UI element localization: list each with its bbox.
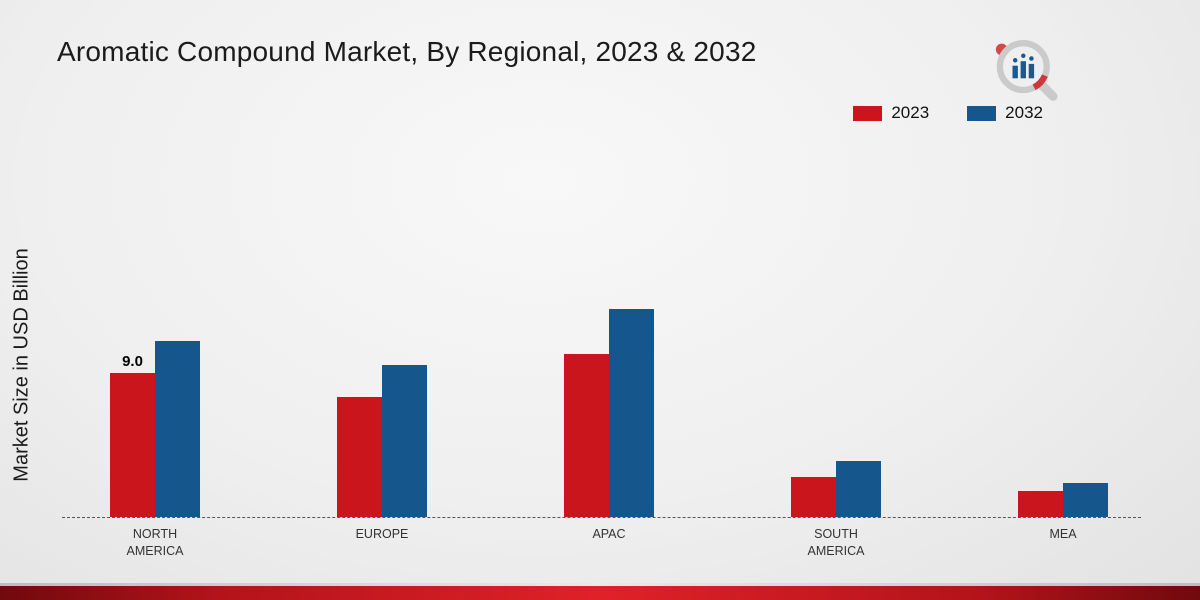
bar-group-north-america: 9.0 NORTH AMERICA: [110, 97, 200, 558]
bar-2023-north-america: 9.0: [110, 353, 155, 517]
bar-2023-europe: [337, 397, 382, 517]
brand-logo-magnifier-chart-icon: [995, 40, 1058, 101]
logo-magnifier-ring: [996, 40, 1050, 94]
footer-red-bar: [0, 586, 1200, 600]
bar-pair: 9.0: [110, 341, 200, 517]
legend-label: 2032: [1005, 103, 1043, 122]
legend-item-2023: 2023: [853, 103, 929, 123]
legend: 2023 2032: [853, 103, 1043, 123]
legend-swatch: [853, 105, 883, 121]
logo-magnifier-handle: [1036, 80, 1058, 101]
footer-divider: [0, 583, 1200, 586]
bar-pair: [337, 365, 427, 517]
chart-title: Aromatic Compound Market, By Regional, 2…: [57, 36, 757, 67]
bar-group-mea: MEA: [1018, 97, 1108, 541]
legend-label: 2023: [891, 103, 930, 122]
logo-bar-2: [1020, 61, 1026, 79]
bar-pair: [1018, 483, 1108, 517]
bar-2023-mea: [1018, 491, 1063, 517]
logo-bar-1: [1012, 65, 1018, 79]
legend-swatch: [967, 105, 997, 121]
logo-red-arc: [1032, 74, 1048, 91]
bar-2032-south-america: [836, 461, 881, 517]
bar-2023-south-america: [791, 477, 836, 517]
x-axis-category-label: EUROPE: [355, 527, 409, 541]
logo-bar-3: [1028, 63, 1035, 79]
logo-dot-1: [1012, 58, 1018, 63]
x-axis-category-label: SOUTH AMERICA: [807, 527, 865, 558]
bar-2032-apac: [609, 309, 654, 517]
bar-data-label: 9.0: [122, 353, 143, 370]
y-axis-title: Market Size in USD Billion: [10, 248, 33, 482]
bar-2032-mea: [1063, 483, 1108, 517]
bar-pair: [564, 309, 654, 517]
x-axis-category-label: NORTH AMERICA: [126, 527, 184, 558]
bar-2032-europe: [382, 365, 427, 517]
x-axis-category-label: APAC: [592, 527, 626, 541]
bar-2023-apac: [564, 354, 609, 517]
bar-pair: [791, 461, 881, 517]
logo-dot-2: [1021, 53, 1026, 59]
logo-dot-3: [1029, 56, 1034, 61]
plot-area: 9.0 NORTH AMERICA EUROPE APAC SOUTH AMERICA M…: [110, 97, 1108, 558]
bar-group-europe: EUROPE: [337, 97, 427, 541]
bar-group-south-america: SOUTH AMERICA: [791, 97, 881, 558]
legend-item-2032: 2032: [967, 103, 1043, 123]
x-axis-category-label: MEA: [1049, 527, 1077, 541]
bar-2032-north-america: [155, 341, 200, 517]
x-axis-baseline: [62, 517, 1141, 518]
bar-group-apac: APAC: [564, 97, 654, 541]
